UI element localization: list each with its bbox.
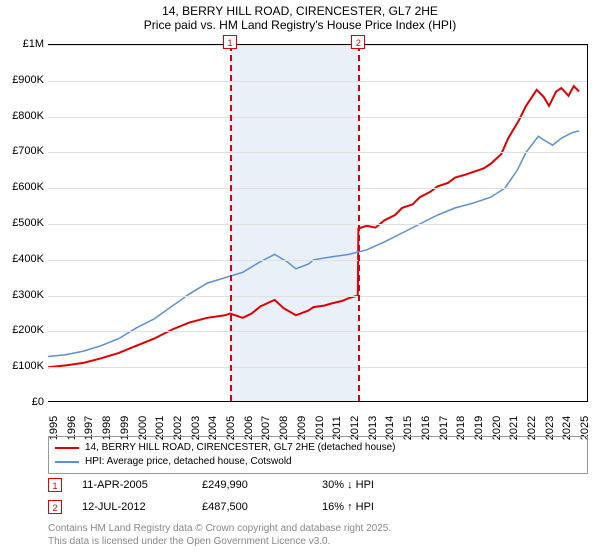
event-marker-badge: 1 bbox=[223, 35, 237, 49]
event-marker-line bbox=[230, 45, 232, 401]
y-axis-label: £800K bbox=[12, 110, 44, 122]
y-axis-label: £600K bbox=[12, 181, 44, 193]
footer-copyright: Contains HM Land Registry data © Crown c… bbox=[48, 522, 588, 535]
legend-row: 14, BERRY HILL ROAD, CIRENCESTER, GL7 2H… bbox=[55, 441, 581, 455]
transaction-marker-badge: 1 bbox=[48, 478, 62, 492]
title-area: 14, BERRY HILL ROAD, CIRENCESTER, GL7 2H… bbox=[0, 0, 600, 32]
gridline bbox=[48, 296, 587, 297]
gridline bbox=[48, 152, 587, 153]
transaction-price: £487,500 bbox=[202, 501, 302, 513]
gridline bbox=[48, 81, 587, 82]
gridline bbox=[48, 331, 587, 332]
y-axis-label: £1M bbox=[23, 38, 44, 50]
transaction-date: 12-JUL-2012 bbox=[82, 501, 182, 513]
y-axis-label: £300K bbox=[12, 289, 44, 301]
transaction-marker-badge: 2 bbox=[48, 500, 62, 514]
y-axis-label: £700K bbox=[12, 145, 44, 157]
legend-label: HPI: Average price, detached house, Cots… bbox=[85, 455, 292, 469]
title-address: 14, BERRY HILL ROAD, CIRENCESTER, GL7 2H… bbox=[0, 4, 600, 18]
x-axis-labels: 1995199619971998199920002001200220032004… bbox=[48, 402, 588, 430]
gridline bbox=[48, 224, 587, 225]
gridline bbox=[48, 260, 587, 261]
event-marker-line bbox=[358, 45, 360, 401]
event-marker-badge: 2 bbox=[351, 35, 365, 49]
y-axis-label: £400K bbox=[12, 253, 44, 265]
series-line bbox=[48, 131, 579, 357]
transaction-row: 2 12-JUL-2012 £487,500 16% ↑ HPI bbox=[48, 496, 588, 518]
transaction-delta: 16% ↑ HPI bbox=[322, 501, 422, 513]
transaction-row: 1 11-APR-2005 £249,990 30% ↓ HPI bbox=[48, 474, 588, 496]
legend-label: 14, BERRY HILL ROAD, CIRENCESTER, GL7 2H… bbox=[85, 441, 396, 455]
gridline bbox=[48, 117, 587, 118]
chart-area: £0£100K£200K£300K£400K£500K£600K£700K£80… bbox=[48, 44, 588, 430]
y-axis-label: £500K bbox=[12, 217, 44, 229]
y-axis-label: £0 bbox=[32, 396, 44, 408]
legend-row: HPI: Average price, detached house, Cots… bbox=[55, 455, 581, 469]
legend-swatch bbox=[55, 447, 79, 449]
y-axis-label: £900K bbox=[12, 74, 44, 86]
legend-swatch bbox=[55, 461, 79, 463]
gridline bbox=[48, 367, 587, 368]
footer: Contains HM Land Registry data © Crown c… bbox=[48, 522, 588, 548]
gridline bbox=[48, 45, 587, 46]
y-axis-labels: £0£100K£200K£300K£400K£500K£600K£700K£80… bbox=[0, 44, 46, 402]
legend: 14, BERRY HILL ROAD, CIRENCESTER, GL7 2H… bbox=[48, 436, 588, 474]
transaction-rows: 1 11-APR-2005 £249,990 30% ↓ HPI 2 12-JUL-201… bbox=[48, 474, 588, 518]
footer-licence: This data is licensed under the Open Gov… bbox=[48, 535, 588, 548]
y-axis-label: £200K bbox=[12, 324, 44, 336]
transaction-delta: 30% ↓ HPI bbox=[322, 479, 422, 491]
transaction-date: 11-APR-2005 bbox=[82, 479, 182, 491]
series-line bbox=[48, 86, 579, 367]
transaction-price: £249,990 bbox=[202, 479, 302, 491]
gridline bbox=[48, 188, 587, 189]
plot-area: 12 bbox=[48, 44, 588, 402]
chart-container: 14, BERRY HILL ROAD, CIRENCESTER, GL7 2H… bbox=[0, 0, 600, 560]
title-subtitle: Price paid vs. HM Land Registry's House … bbox=[0, 18, 600, 32]
y-axis-label: £100K bbox=[12, 360, 44, 372]
